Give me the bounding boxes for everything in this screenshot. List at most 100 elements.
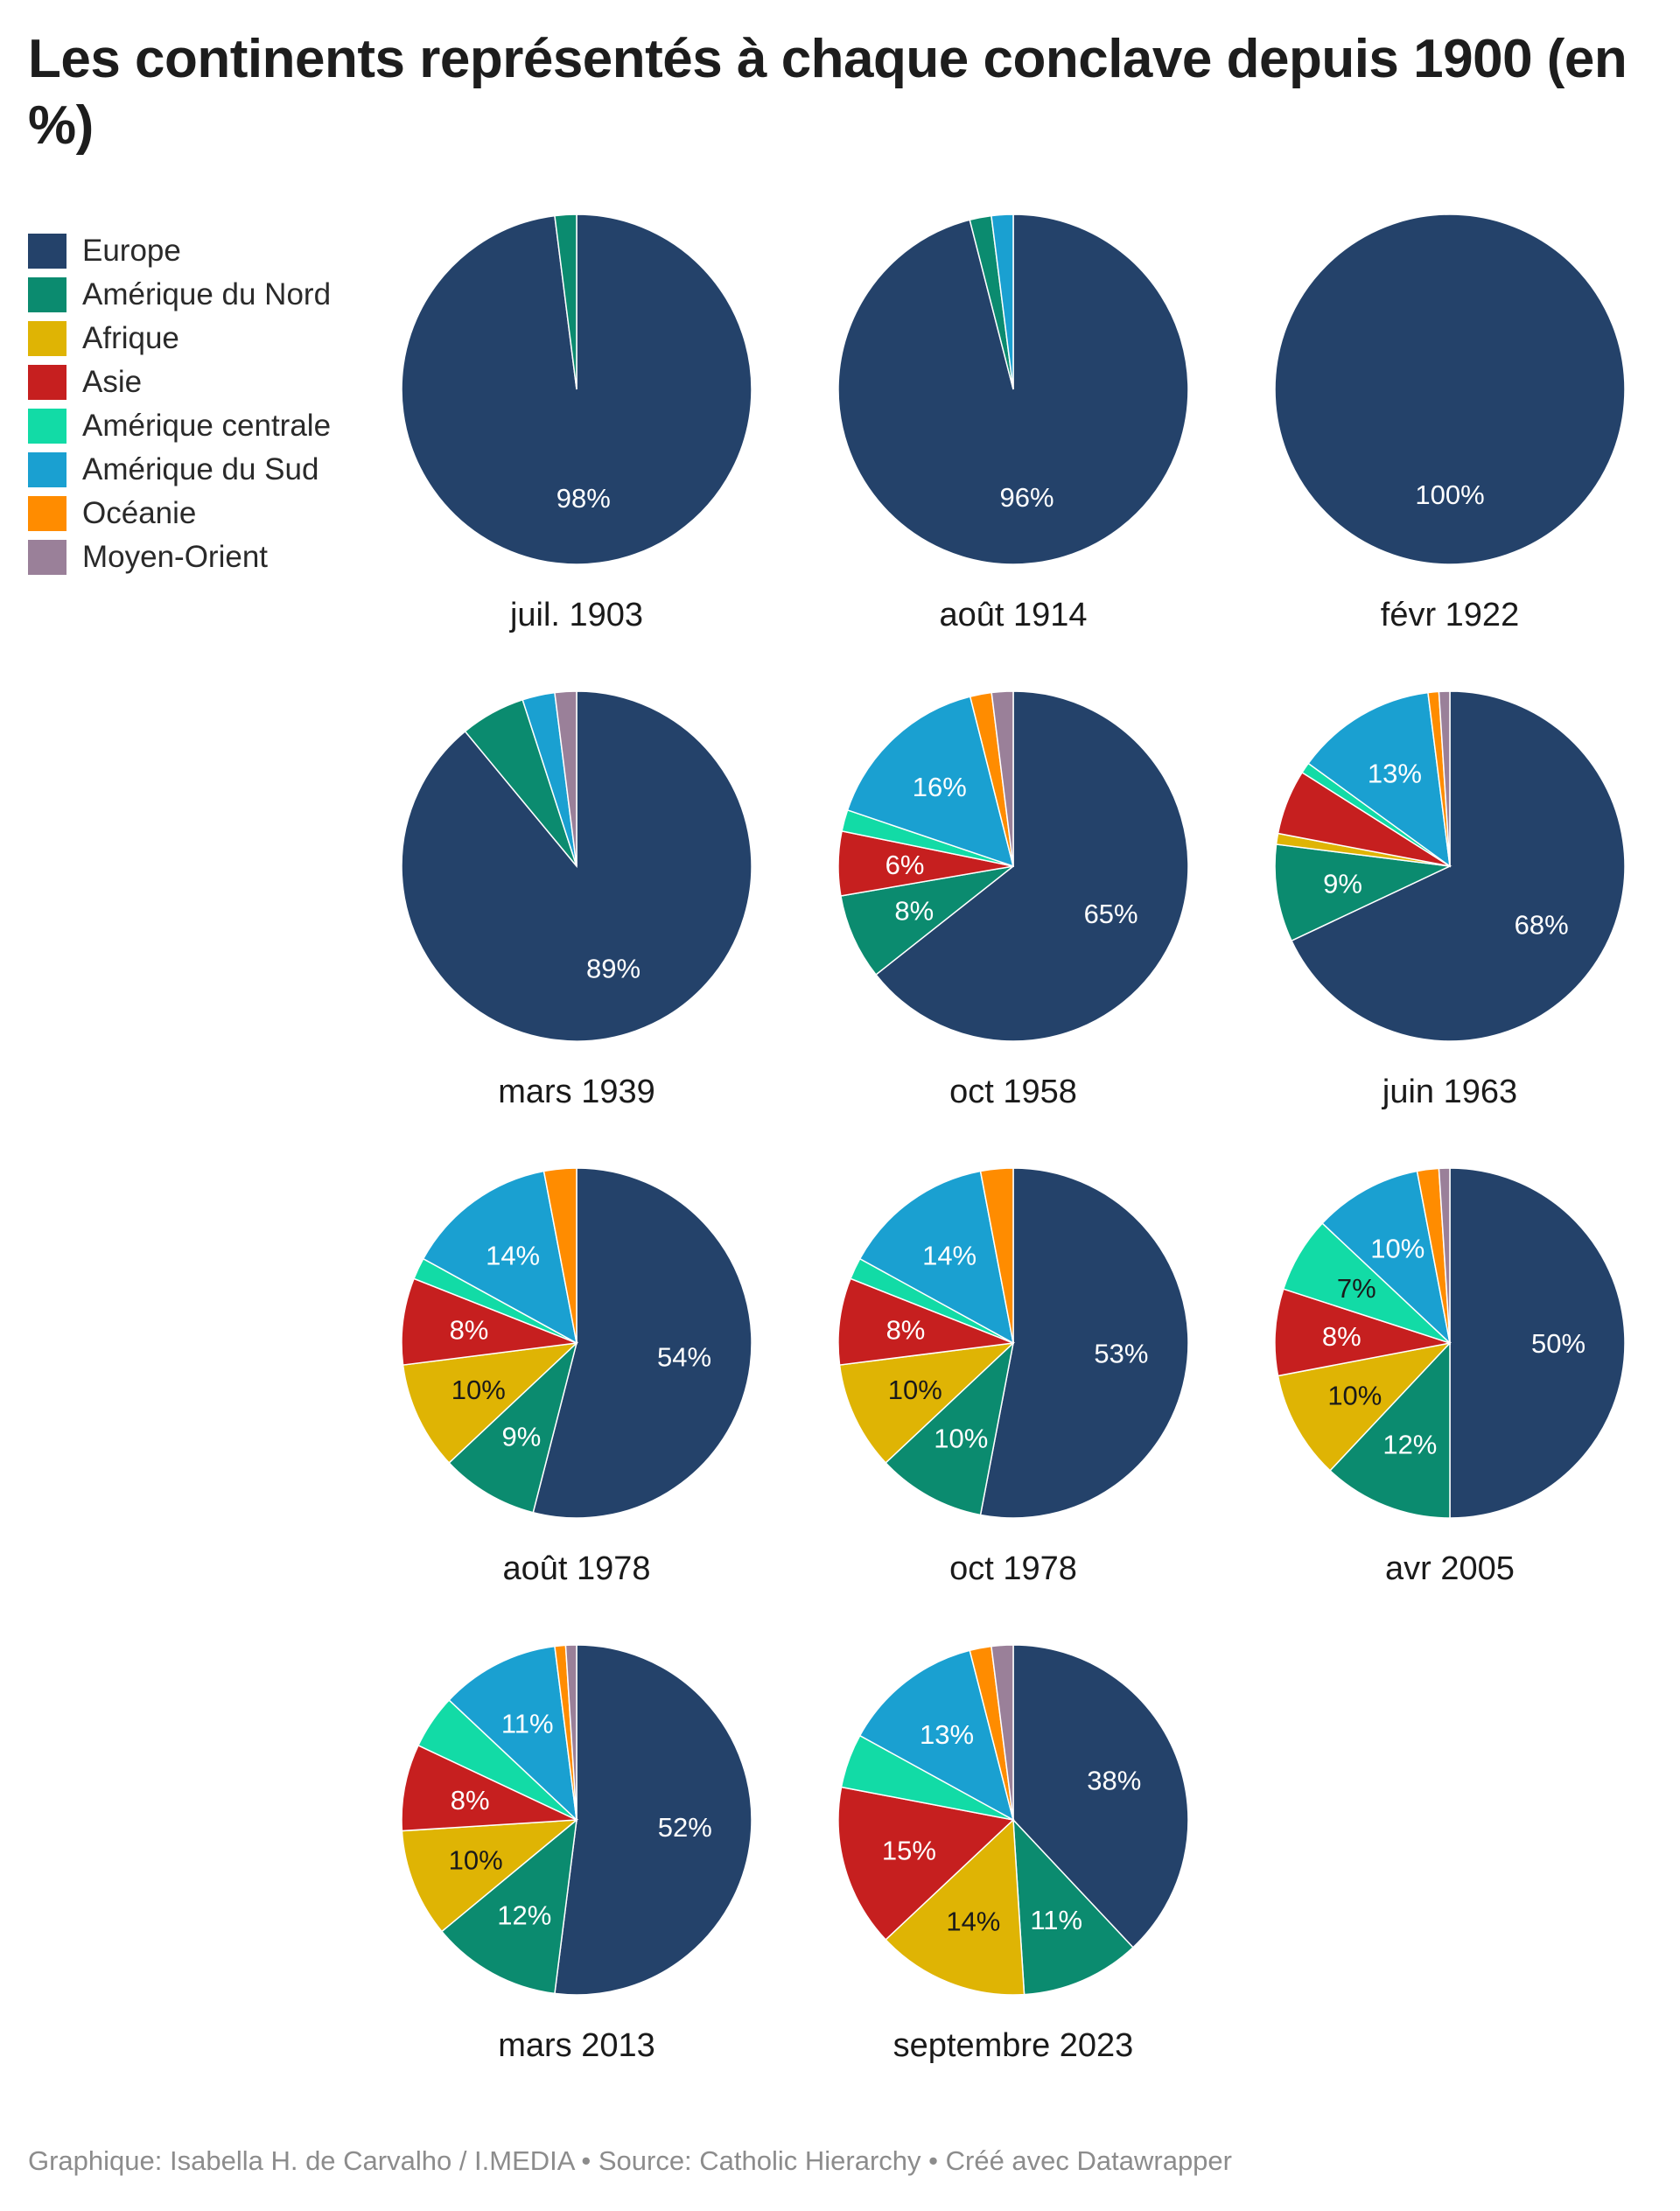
pie-chart: 38% 11% 14% 15% 13% septembre 2023 <box>837 1644 1189 2064</box>
pie-slice <box>448 1340 578 1514</box>
slice-label: 98% <box>556 483 611 514</box>
legend-item: Amérique centrale <box>28 404 396 448</box>
slice-label: 50% <box>1531 1328 1586 1359</box>
pie-slice <box>979 1167 1014 1344</box>
pie-slice <box>532 1167 752 1519</box>
slice-label: 8% <box>451 1785 490 1816</box>
slice-label: 9% <box>501 1422 541 1452</box>
legend-swatch <box>28 452 66 487</box>
pie-slice <box>1274 213 1626 565</box>
slice-label: 15% <box>882 1836 936 1866</box>
legend-swatch <box>28 365 66 400</box>
pie-slice <box>564 1644 578 1821</box>
slice-label: 8% <box>894 896 934 927</box>
slice-label: 10% <box>888 1375 942 1405</box>
pie-slice <box>554 690 578 867</box>
legend-item: Océanie <box>28 492 396 535</box>
slice-label: 9% <box>1323 868 1362 899</box>
pie-title: août 1978 <box>502 1550 650 1587</box>
slice-label: 12% <box>1382 1429 1437 1459</box>
pie-slice <box>875 690 1189 1042</box>
pie-slice <box>885 1340 1015 1516</box>
pie-slice <box>885 1818 1026 1996</box>
pie-title: oct 1958 <box>949 1074 1077 1110</box>
pie-title: juil. 1903 <box>509 597 643 633</box>
slice-label: 100% <box>1415 479 1484 510</box>
pie-slice <box>554 213 578 390</box>
pie-title: mars 1939 <box>498 1074 655 1110</box>
pie-slice <box>846 696 1015 868</box>
pie-title: mars 2013 <box>498 2027 655 2064</box>
chart-title: Les continents représentés à chaque conc… <box>28 29 1628 156</box>
pie-slice <box>840 865 1014 976</box>
slice-label: 68% <box>1515 909 1569 940</box>
slice-label: 38% <box>1087 1765 1141 1795</box>
pie-title: août 1914 <box>939 597 1087 633</box>
pie-slice <box>858 1170 1015 1345</box>
pie-slice <box>1329 1341 1451 1519</box>
legend-label: Amérique centrale <box>82 409 332 443</box>
pie-slice <box>422 1170 578 1345</box>
pie-title: septembre 2023 <box>893 2027 1134 2064</box>
slice-label: 13% <box>920 1719 974 1750</box>
pie-slice <box>1274 843 1452 942</box>
slice-label: 8% <box>886 1314 926 1345</box>
pie-slice <box>990 1644 1014 1821</box>
legend: Europe Amérique du Nord Afrique Asie Amériqu… <box>28 229 396 579</box>
legend-swatch <box>28 277 66 312</box>
slice-label: 7% <box>1337 1273 1376 1304</box>
pie-title: févr 1922 <box>1381 597 1519 633</box>
pie-chart: 52% 12% 10% 8% 11% mars 2013 <box>401 1644 752 2064</box>
legend-swatch <box>28 496 66 531</box>
pie-title: avr 2005 <box>1385 1550 1515 1587</box>
slice-label: 65% <box>1084 899 1138 929</box>
slice-label: 52% <box>658 1812 712 1843</box>
legend-item: Moyen-Orient <box>28 535 396 579</box>
pie-slice <box>1307 691 1451 868</box>
slice-label: 89% <box>586 954 640 984</box>
legend-swatch <box>28 540 66 575</box>
slice-label: 16% <box>913 772 967 802</box>
pie-chart: 98% juil. 1903 <box>401 213 752 633</box>
slice-label: 11% <box>501 1709 554 1739</box>
pie-slice <box>1438 690 1451 867</box>
pie-chart: 53% 10% 10% 8% 14% oct 1978 <box>837 1167 1189 1587</box>
slice-label: 14% <box>946 1906 1000 1936</box>
slice-label: 53% <box>1094 1339 1148 1369</box>
pie-slice <box>401 1819 579 1933</box>
legend-swatch <box>28 409 66 444</box>
pie-slice <box>542 1167 578 1344</box>
pie-slice <box>838 1341 1016 1464</box>
pie-slice <box>1449 1167 1626 1519</box>
pie-slice <box>1012 1644 1189 1949</box>
pie-slice <box>1291 690 1626 1042</box>
legend-swatch <box>28 234 66 269</box>
slice-label: 13% <box>1368 758 1422 788</box>
legend-label: Amérique du Sud <box>82 452 319 486</box>
source-note: Graphique: Isabella H. de Carvalho / I.M… <box>28 2145 1232 2176</box>
pie-chart: 65% 8% 6% 16% oct 1958 <box>837 690 1189 1110</box>
pie-slice <box>401 1744 578 1832</box>
pie-chart: 89% mars 1939 <box>401 690 752 1110</box>
pie-slice <box>990 213 1014 390</box>
pie-slice <box>440 1818 578 1995</box>
pie-chart: 54% 9% 10% 8% 14% août 1978 <box>401 1167 752 1587</box>
pie-slice <box>979 1167 1189 1519</box>
pie-slice <box>448 1645 578 1822</box>
pie-slice <box>554 1644 752 1996</box>
legend-item: Amérique du Sud <box>28 448 396 492</box>
slice-label: 10% <box>452 1375 506 1405</box>
legend-item: Asie <box>28 360 396 404</box>
pie-slice <box>990 690 1014 867</box>
pie-chart: 100% févr 1922 <box>1274 213 1626 633</box>
legend-label: Afrique <box>82 321 179 355</box>
slice-label: 6% <box>886 850 925 880</box>
slice-label: 14% <box>922 1241 976 1271</box>
slice-label: 10% <box>1327 1381 1382 1411</box>
legend-label: Amérique du Nord <box>82 277 332 311</box>
slice-label: 12% <box>497 1900 551 1931</box>
slice-label: 10% <box>1370 1233 1424 1263</box>
pie-chart: 96% août 1914 <box>837 213 1189 633</box>
legend-swatch <box>28 321 66 356</box>
